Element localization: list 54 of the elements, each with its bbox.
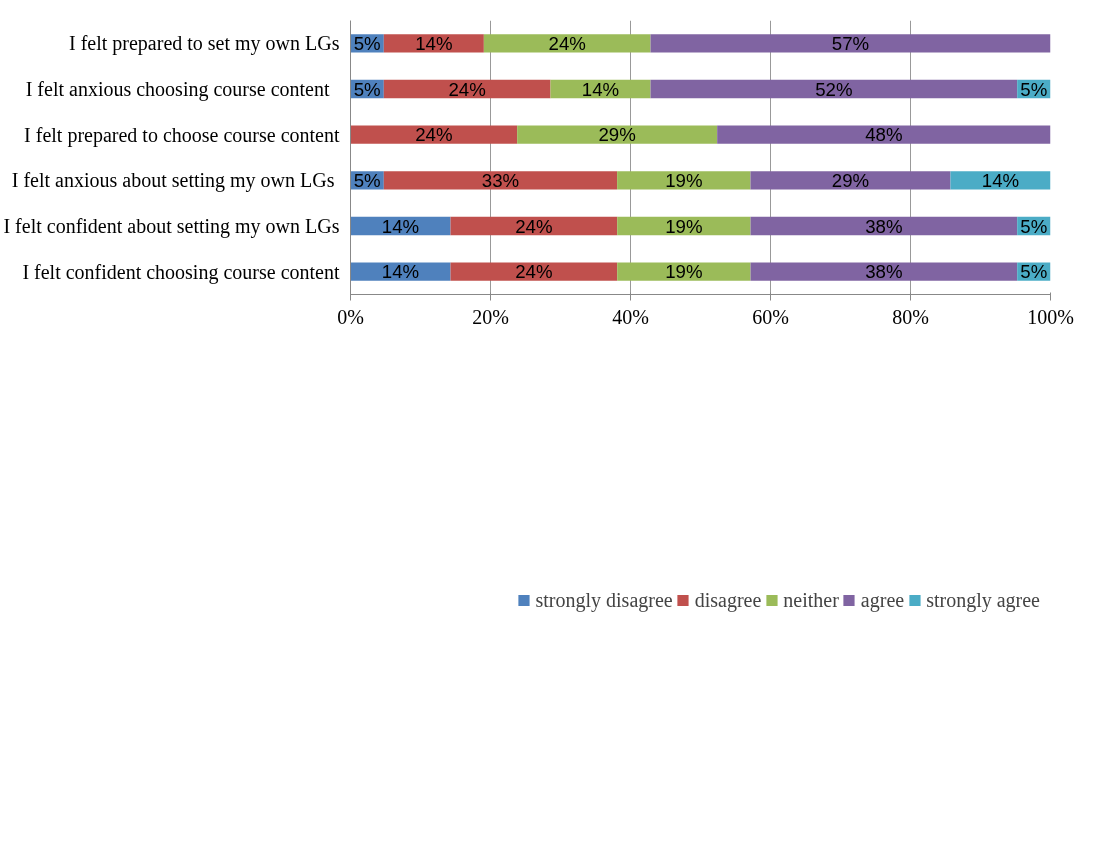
data-label: 19%	[665, 215, 703, 237]
bar	[650, 79, 1018, 99]
data-label: 14%	[581, 78, 620, 100]
x-tick-label: 100%	[1027, 305, 1074, 328]
data-label: 24%	[515, 215, 553, 237]
data-label: 29%	[598, 124, 636, 146]
bar	[383, 79, 551, 99]
data-label: 14%	[381, 261, 420, 283]
data-label: 14%	[381, 215, 420, 237]
bar	[483, 34, 651, 53]
x-tick-label: 80%	[892, 305, 929, 328]
data-label: 5%	[353, 78, 381, 100]
bar	[750, 262, 1018, 281]
data-label: 5%	[1020, 215, 1048, 237]
legend-label: disagree	[694, 588, 762, 612]
legend-label: strongly disagree	[535, 588, 673, 612]
data-label: 5%	[1020, 78, 1048, 100]
data-label: 19%	[665, 169, 703, 191]
x-tick-label: 40%	[612, 305, 649, 328]
x-tick-label: 60%	[752, 305, 789, 328]
data-label: 5%	[1020, 261, 1048, 283]
y-tick-label: I felt anxious choosing course content	[25, 78, 330, 101]
data-label: 24%	[515, 261, 553, 283]
x-tick-label: 20%	[472, 305, 509, 328]
data-label: 29%	[831, 169, 870, 191]
bar	[717, 125, 1051, 144]
x-tick-label: 0%	[337, 305, 364, 328]
data-label: 14%	[981, 169, 1020, 191]
bar	[517, 125, 718, 144]
data-label: 57%	[831, 32, 870, 54]
data-label: 5%	[353, 169, 381, 191]
data-label: 48%	[865, 124, 903, 146]
y-tick-label: I felt prepared to choose course content	[24, 123, 340, 147]
y-tick-label: I felt confident about setting my own LGs	[3, 215, 340, 238]
data-label: 5%	[353, 32, 381, 54]
bar	[750, 216, 1018, 236]
legend-label: agree	[860, 588, 905, 612]
data-label: 24%	[448, 78, 486, 100]
data-label: 52%	[815, 78, 853, 100]
data-label: 19%	[665, 261, 703, 283]
bar	[650, 34, 1051, 53]
y-tick-label: I felt confident choosing course content	[22, 260, 340, 284]
data-label: 24%	[548, 32, 586, 54]
y-tick-label: I felt anxious about setting my own LGs	[11, 169, 335, 193]
data-label: 14%	[415, 32, 453, 54]
data-label: 38%	[865, 261, 903, 283]
bar	[750, 171, 951, 190]
y-tick-label: I felt prepared to set my own LGs	[69, 32, 340, 56]
data-label: 38%	[865, 215, 903, 237]
data-label: 33%	[481, 169, 520, 191]
data-label: 24%	[415, 124, 453, 146]
bar	[383, 171, 618, 190]
legend-label: strongly agree	[926, 588, 1040, 612]
legend-label: neither	[783, 588, 839, 612]
